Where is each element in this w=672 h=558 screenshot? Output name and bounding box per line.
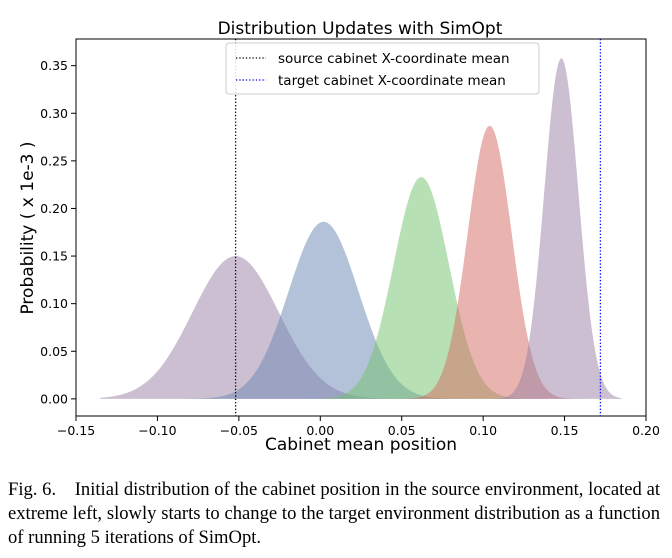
legend-label-source: source cabinet X-coordinate mean: [278, 51, 510, 67]
x-tick-label: 0.05: [388, 423, 416, 438]
y-axis-ticks: 0.00 0.05 0.10 0.15 0.20 0.25 0.30 0.35: [40, 58, 76, 406]
legend-label-target: target cabinet X-coordinate mean: [278, 73, 506, 89]
y-tick-label: 0.20: [40, 201, 68, 216]
plot-frame: [75, 38, 647, 417]
distribution-area-4: [100, 125, 622, 399]
y-tick-label: 0.00: [40, 391, 68, 406]
figure-caption: Fig. 6. Initial distribution of the cabi…: [8, 478, 660, 550]
reference-lines: [234, 39, 602, 416]
x-axis-label: Cabinet mean position: [265, 435, 457, 455]
y-tick-label: 0.35: [40, 58, 68, 73]
y-tick-label: 0.25: [40, 153, 68, 168]
distribution-area-5: [100, 58, 622, 399]
x-axis-ticks: −0.15 −0.10 −0.05 0.00 0.05 0.10 0.15 0.20: [57, 416, 660, 438]
y-tick-label: 0.10: [40, 296, 68, 311]
x-tick-label: 0.00: [306, 423, 334, 438]
distribution-area-1: [100, 256, 622, 399]
distribution-chart: Distribution Updates with SimOpt −0.15 −0…: [18, 19, 660, 455]
y-tick-label: 0.15: [40, 249, 68, 264]
y-axis-label: Probability ( x 1e-3 ): [18, 141, 38, 314]
distribution-areas: [100, 58, 622, 399]
figure-caption-text: Fig. 6. Initial distribution of the cabi…: [8, 479, 660, 548]
legend: source cabinet X-coordinate mean target …: [225, 42, 540, 95]
x-tick-label: 0.20: [632, 423, 660, 438]
x-tick-label: −0.10: [138, 423, 176, 438]
legend-box: [225, 42, 540, 95]
x-tick-label: −0.15: [57, 423, 95, 438]
chart-title: Distribution Updates with SimOpt: [218, 19, 503, 39]
x-tick-label: 0.10: [469, 423, 497, 438]
x-tick-label: −0.05: [220, 423, 258, 438]
distribution-area-2: [100, 221, 622, 399]
y-tick-label: 0.05: [40, 344, 68, 359]
x-tick-label: 0.15: [551, 423, 579, 438]
y-tick-label: 0.30: [40, 106, 68, 121]
